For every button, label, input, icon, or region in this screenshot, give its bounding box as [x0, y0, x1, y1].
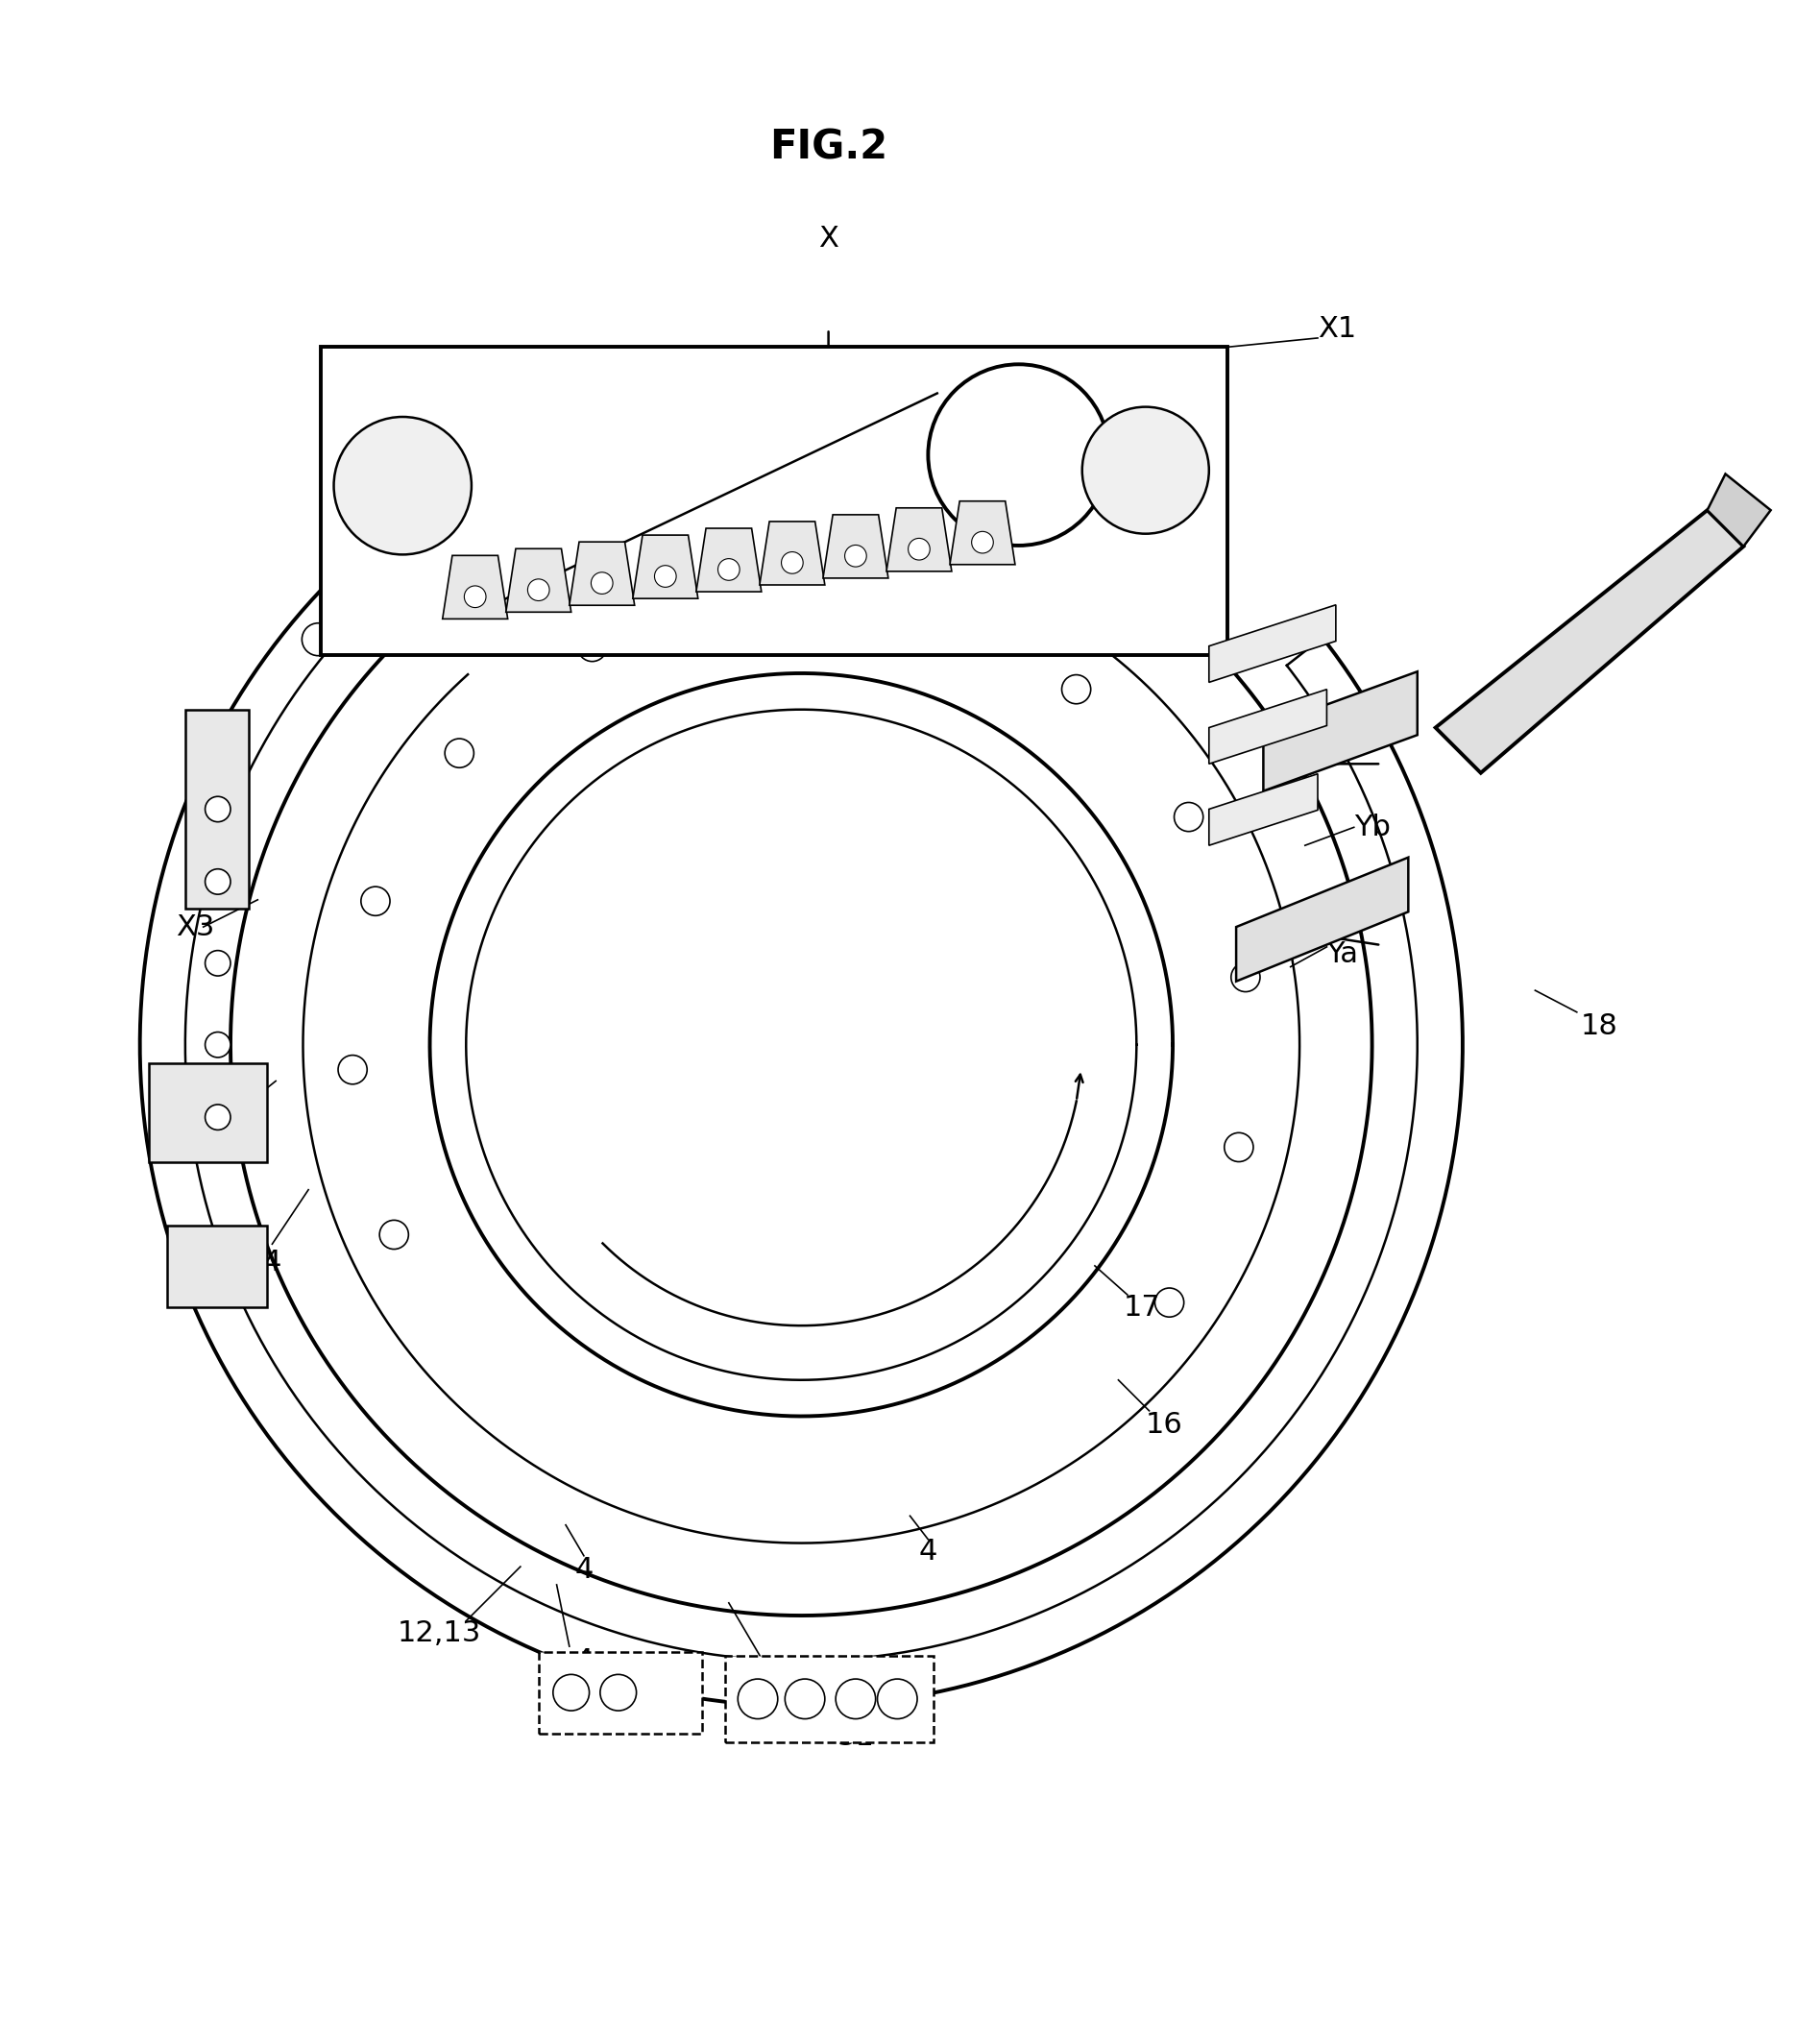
Polygon shape [1436, 510, 1744, 773]
Circle shape [206, 797, 231, 821]
Circle shape [1230, 962, 1259, 992]
Circle shape [471, 480, 504, 514]
Text: Yb: Yb [1354, 813, 1390, 841]
Text: Ya: Ya [1327, 940, 1358, 968]
Circle shape [500, 466, 533, 498]
Circle shape [206, 950, 231, 976]
Circle shape [530, 452, 562, 484]
Polygon shape [1208, 775, 1318, 845]
Circle shape [380, 1220, 408, 1249]
Circle shape [444, 738, 473, 768]
Circle shape [841, 399, 872, 434]
Polygon shape [1208, 605, 1336, 682]
Polygon shape [1707, 474, 1771, 547]
Text: FIG.2: FIG.2 [770, 127, 888, 167]
Circle shape [601, 1674, 637, 1710]
Text: 17: 17 [1123, 1293, 1161, 1321]
Polygon shape [570, 543, 635, 605]
Polygon shape [1236, 857, 1409, 982]
Circle shape [393, 535, 426, 567]
Polygon shape [823, 514, 888, 579]
Text: X1: X1 [1318, 315, 1356, 343]
Circle shape [972, 530, 994, 553]
Circle shape [1225, 1134, 1254, 1162]
Text: X3: X3 [177, 914, 215, 940]
Polygon shape [186, 710, 249, 910]
Polygon shape [149, 1063, 268, 1162]
Circle shape [346, 577, 379, 609]
Circle shape [1083, 407, 1208, 535]
Polygon shape [950, 500, 1016, 565]
Text: 18: 18 [1580, 1013, 1618, 1041]
Bar [539, 1652, 703, 1733]
Circle shape [1174, 803, 1203, 831]
Polygon shape [697, 528, 761, 591]
Circle shape [444, 498, 477, 530]
Circle shape [619, 420, 652, 452]
Polygon shape [886, 508, 952, 571]
Circle shape [777, 397, 808, 430]
Circle shape [835, 1678, 875, 1718]
Text: 16: 16 [1145, 1412, 1183, 1440]
Circle shape [553, 1674, 590, 1710]
Polygon shape [167, 1226, 268, 1307]
Text: 31: 31 [837, 1723, 874, 1751]
Text: 4: 4 [575, 1648, 593, 1674]
Circle shape [419, 514, 451, 549]
Circle shape [322, 599, 355, 631]
Text: 14,15: 14,15 [723, 1666, 806, 1692]
Text: 12,13: 12,13 [397, 1620, 480, 1648]
Circle shape [650, 411, 682, 446]
Circle shape [808, 397, 841, 432]
Circle shape [206, 1033, 231, 1057]
Circle shape [369, 555, 400, 587]
Circle shape [592, 573, 613, 593]
Polygon shape [442, 555, 508, 619]
Circle shape [206, 1105, 231, 1130]
Circle shape [877, 1678, 917, 1718]
Text: X2: X2 [466, 416, 504, 442]
Circle shape [559, 440, 592, 472]
Circle shape [577, 633, 606, 662]
Circle shape [333, 418, 471, 555]
Circle shape [737, 1678, 777, 1718]
Circle shape [681, 405, 713, 440]
Circle shape [1156, 1289, 1183, 1317]
Text: 4: 4 [222, 1121, 240, 1150]
Circle shape [588, 430, 621, 462]
Circle shape [339, 1055, 368, 1085]
Polygon shape [506, 549, 571, 611]
Circle shape [741, 583, 770, 613]
Circle shape [1061, 676, 1090, 704]
Circle shape [302, 623, 335, 656]
Circle shape [744, 399, 777, 432]
Circle shape [713, 401, 746, 434]
Text: X: X [819, 224, 839, 252]
Circle shape [784, 1678, 824, 1718]
Text: 4: 4 [919, 1539, 937, 1565]
Polygon shape [1208, 690, 1327, 764]
Polygon shape [1263, 672, 1418, 791]
Circle shape [717, 559, 739, 581]
Bar [724, 1656, 934, 1743]
Bar [320, 347, 1227, 656]
Circle shape [360, 887, 389, 916]
Text: 4: 4 [262, 1249, 282, 1277]
Circle shape [908, 539, 930, 561]
Circle shape [464, 585, 486, 607]
Circle shape [781, 553, 803, 573]
Circle shape [928, 365, 1110, 545]
Polygon shape [633, 535, 699, 599]
Circle shape [655, 565, 677, 587]
Polygon shape [759, 522, 824, 585]
Circle shape [844, 545, 866, 567]
Circle shape [528, 579, 550, 601]
Text: 4: 4 [575, 1557, 593, 1583]
Circle shape [206, 869, 231, 894]
Circle shape [910, 599, 939, 627]
